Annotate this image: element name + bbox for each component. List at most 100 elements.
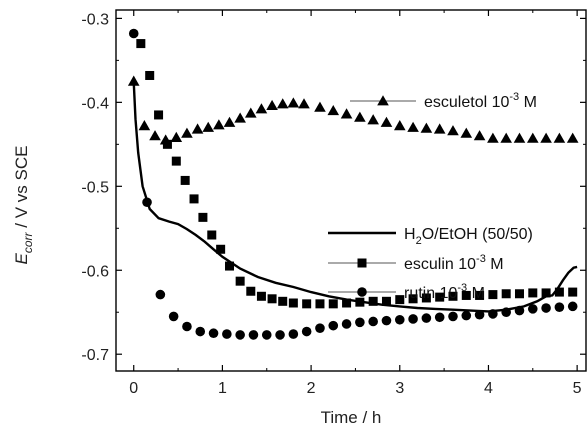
data-point-esculin [198, 212, 208, 222]
data-point-esculetol [327, 104, 340, 116]
legend-item-rutin: rutin 10-3 M [328, 282, 485, 302]
data-point-esculetol [234, 112, 246, 123]
data-point-rutin [182, 321, 192, 332]
data-point-esculin [162, 139, 172, 149]
data-point-rutin [368, 316, 378, 327]
y-axis-label: Ecorr / V vs SCE [12, 146, 35, 265]
data-point-esculin [448, 291, 458, 301]
series-layer [127, 28, 579, 340]
data-point-esculin [145, 70, 155, 80]
data-point-esculetol [380, 116, 393, 127]
legend-label-rutin: rutin 10-3 M [404, 282, 485, 302]
y-tick-label: -0.7 [81, 347, 109, 364]
data-point-esculin [395, 295, 405, 305]
x-axis-label: Time / h [321, 408, 382, 427]
x-tick-label: 5 [573, 380, 582, 397]
data-point-esculin [381, 296, 391, 306]
legend-item-h2o_etoh: H2O/EtOH (50/50) [328, 226, 533, 247]
data-point-esculetol [526, 132, 539, 143]
data-point-esculetol [433, 123, 446, 134]
data-point-esculin [541, 288, 551, 298]
data-point-rutin [434, 312, 445, 323]
data-point-rutin [315, 323, 325, 333]
data-point-esculin [328, 299, 338, 309]
data-point-rutin [514, 305, 525, 316]
x-axis-ticks: 0 1 2 3 4 5 [129, 10, 582, 397]
y-tick-label: -0.5 [81, 179, 109, 196]
data-point-rutin [355, 317, 365, 328]
data-point-esculin [475, 290, 485, 300]
data-point-esculetol [314, 101, 326, 112]
legend-label-esculin: esculin 10-3 M [404, 253, 504, 273]
data-point-rutin [275, 330, 285, 340]
data-point-esculin [528, 288, 538, 298]
x-tick-label: 2 [307, 380, 316, 397]
data-point-rutin [208, 328, 219, 339]
data-point-rutin [341, 319, 352, 329]
data-point-esculetol [540, 132, 552, 143]
data-point-esculin [501, 289, 511, 299]
data-point-esculetol [138, 120, 151, 131]
data-point-esculetol [287, 97, 300, 108]
series-esculetol [127, 75, 579, 145]
data-point-esculin [171, 156, 181, 166]
series-esculin [136, 39, 578, 309]
data-point-esculin [235, 276, 245, 286]
legend: esculetol 10-3 M H2O/EtOH (50/50) esculin … [328, 91, 537, 302]
series-line-h2o_etoh [132, 81, 578, 313]
data-point-rutin [474, 309, 485, 320]
data-point-rutin [541, 303, 551, 313]
data-point-esculetol [213, 119, 225, 130]
x-tick-label: 0 [129, 380, 138, 397]
data-point-rutin [128, 28, 139, 39]
data-point-esculin [461, 290, 471, 300]
data-point-esculin [342, 298, 352, 308]
data-point-rutin [488, 309, 498, 319]
data-point-esculetol [487, 132, 499, 143]
data-point-esculin [154, 110, 164, 120]
plot-area [115, 9, 587, 372]
data-point-esculetol [500, 132, 512, 143]
legend-label-h2o_etoh: H2O/EtOH (50/50) [404, 226, 533, 247]
data-point-esculin [256, 291, 266, 301]
y-axis-label-rest: / V vs SCE [12, 146, 31, 233]
data-point-esculetol [149, 130, 161, 141]
data-point-esculin [302, 299, 312, 309]
data-point-esculin [207, 230, 217, 240]
data-point-esculin [421, 293, 431, 303]
data-point-esculin [368, 296, 378, 306]
data-point-rutin [261, 330, 272, 340]
y-tick-label: -0.4 [81, 95, 109, 112]
data-point-esculin [225, 261, 235, 271]
data-point-esculetol [181, 127, 193, 138]
data-point-rutin [248, 330, 259, 340]
x-tick-label: 1 [218, 380, 227, 397]
data-point-esculetol [127, 75, 140, 86]
data-point-esculin [278, 296, 288, 306]
data-point-esculin [288, 298, 298, 308]
data-point-rutin [567, 301, 578, 312]
legend-marker-rutin [357, 287, 367, 297]
data-point-esculetol [266, 99, 278, 111]
data-point-esculetol [191, 123, 204, 134]
data-point-rutin [421, 313, 432, 323]
data-point-rutin [235, 330, 245, 340]
data-point-rutin [501, 307, 511, 318]
data-point-rutin [142, 197, 152, 208]
data-point-esculetol [298, 98, 310, 109]
data-point-esculetol [255, 103, 268, 114]
data-point-esculin [554, 287, 564, 297]
data-point-rutin [195, 326, 206, 337]
y-tick-label: -0.6 [81, 263, 109, 280]
data-point-esculin [355, 297, 365, 307]
series-h2o_etoh [132, 81, 578, 313]
legend-item-esculetol: esculetol 10-3 M [350, 91, 537, 111]
data-point-esculin [246, 286, 256, 296]
data-point-esculin [408, 294, 418, 304]
data-point-rutin [448, 311, 458, 322]
y-axis-label-main: E [12, 252, 31, 264]
legend-item-esculin: esculin 10-3 M [328, 253, 504, 273]
data-point-rutin [554, 302, 565, 312]
data-point-esculetol [460, 127, 473, 138]
